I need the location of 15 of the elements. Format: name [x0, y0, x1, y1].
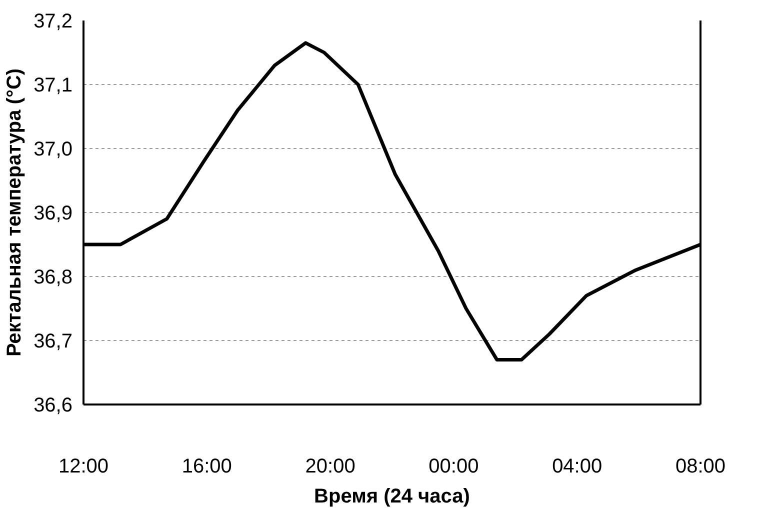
- x-axis-title: Время (24 часа): [314, 486, 470, 508]
- y-tick-label: 37,0: [34, 138, 73, 160]
- y-tick-label: 36,8: [34, 266, 73, 288]
- x-tick-label: 04:00: [552, 456, 602, 478]
- x-tick-label: 16:00: [182, 456, 232, 478]
- y-tick-label: 36,6: [34, 394, 73, 416]
- x-tick-label: 00:00: [428, 456, 479, 478]
- x-tick-label: 08:00: [675, 456, 726, 478]
- y-axis-title: Ректальная температура (°C): [4, 68, 26, 357]
- y-tick-label: 37,2: [34, 10, 73, 32]
- y-tick-label: 36,9: [34, 202, 73, 224]
- y-tick-label: 36,7: [34, 330, 73, 352]
- x-tick-label: 12:00: [58, 456, 109, 478]
- x-tick-label: 20:00: [305, 456, 356, 478]
- y-tick-label: 37,1: [34, 74, 73, 96]
